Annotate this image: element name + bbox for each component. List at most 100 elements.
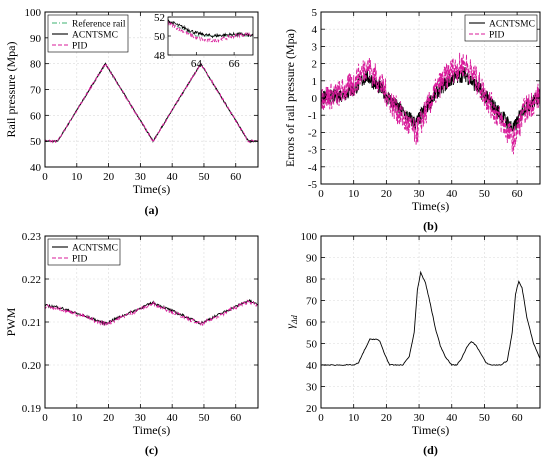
x-tick-label: 10 [348, 188, 360, 200]
y-tick-label: 0.22 [22, 274, 41, 286]
x-tick-label: 50 [479, 188, 491, 200]
y-tick-label: 40 [30, 162, 42, 174]
y-tick-label: 50 [306, 339, 318, 351]
y-tick-label: 1 [312, 76, 318, 88]
x-tick-label: 40 [167, 171, 179, 183]
x-tick-label: 10 [71, 412, 83, 424]
legend-label: PID [72, 255, 87, 265]
y-axis-label: γΔd [283, 314, 299, 328]
x-tick-label: 60 [512, 188, 524, 200]
x-tick-label: 0 [318, 188, 324, 200]
x-tick-label: 0 [42, 171, 48, 183]
subplot-caption: (d) [423, 443, 438, 457]
inset-y-tick-label: 52 [154, 12, 165, 24]
y-tick-label: 2 [312, 59, 318, 71]
x-tick-label: 0 [318, 412, 324, 424]
series-line-acntsmc [321, 67, 540, 132]
legend-label: PID [72, 42, 87, 52]
x-tick-label: 20 [103, 412, 115, 424]
y-tick-label: 80 [306, 274, 318, 286]
x-tick-label: 50 [479, 412, 491, 424]
y-tick-label: 90 [306, 253, 318, 265]
y-tick-label: 70 [306, 296, 318, 308]
subplot-b: 0 10 20 30 40 50 60 -5 -4 -3 -2 -1 0 1 2 3 4 5 Time(s) Erro… [283, 7, 541, 233]
inset-series-line [168, 21, 253, 44]
x-tick-label: 0 [42, 412, 48, 424]
y-tick-label: 90 [30, 33, 42, 45]
x-tick-label: 10 [348, 412, 360, 424]
x-tick-label: 40 [446, 188, 458, 200]
y-tick-label: 50 [30, 136, 42, 148]
x-tick-label: 50 [198, 412, 210, 424]
legend-box [464, 14, 538, 42]
y-axis-label-subscript: Δd [290, 314, 299, 325]
y-tick-label: -5 [308, 179, 318, 191]
subplot-d: 0 10 20 30 40 50 60 20 30 40 50 60 70 80 90 100 Time(s) γ… [283, 231, 541, 457]
y-tick-label: 0.21 [22, 317, 41, 329]
y-tick-label: 60 [30, 110, 42, 122]
y-tick-label: 5 [312, 7, 318, 19]
x-tick-label: 40 [167, 412, 179, 424]
x-tick-label: 20 [381, 188, 393, 200]
inset-y-tick-label: 50 [154, 31, 166, 43]
inset-x-tick-label: 66 [229, 58, 241, 70]
series-line-pid [321, 52, 540, 155]
subplot-caption: (c) [145, 443, 158, 457]
y-tick-label: 80 [30, 59, 42, 71]
x-tick-label: 30 [135, 412, 147, 424]
series-line-pid [45, 62, 258, 144]
y-tick-label: -2 [308, 127, 317, 139]
y-tick-label: 0.19 [22, 403, 42, 415]
series-line-acntsmc [45, 62, 258, 144]
legend-label: ACNTSMC [489, 20, 535, 30]
series-group [45, 62, 258, 144]
x-axis-label: Time(s) [412, 199, 450, 213]
legend-label: ACNTSMC [72, 31, 118, 41]
y-tick-label: 0.20 [22, 360, 42, 372]
x-tick-label: 30 [135, 171, 147, 183]
x-axis-label: Time(s) [412, 423, 450, 437]
series-line-pid [45, 299, 258, 327]
inset-x-tick-label: 64 [191, 58, 203, 70]
legend-box [47, 238, 121, 266]
series-line-main [321, 270, 540, 366]
y-tick-label: 3 [312, 41, 318, 53]
inset-series-group [168, 19, 253, 44]
series-group [321, 270, 540, 366]
subplot-caption: (a) [145, 203, 159, 217]
legend-label: Reference rail [72, 19, 126, 30]
x-tick-label: 40 [446, 412, 458, 424]
y-tick-label: 70 [30, 85, 42, 97]
inset: 64 66 48 50 52 [154, 12, 254, 70]
subplot-c: 0 10 20 30 40 50 60 0.19 0.20 0.21 0.22 0.23 Time(s)… [4, 231, 259, 457]
x-tick-label: 30 [414, 188, 426, 200]
subplot-caption: (b) [423, 219, 438, 233]
x-axis-label: Time(s) [133, 182, 171, 196]
inset-series-line [168, 21, 253, 37]
y-axis-label: Rail pressure (Mpa) [4, 42, 18, 138]
y-tick-label: -1 [308, 110, 317, 122]
y-tick-label: 100 [25, 7, 42, 19]
y-tick-label: 0.23 [22, 231, 42, 243]
y-tick-label: 40 [306, 360, 318, 372]
y-tick-label: 4 [312, 24, 318, 36]
y-axis-label: Errors of rail pressure (Mpa) [283, 29, 297, 167]
y-tick-label: -4 [308, 162, 318, 174]
x-tick-label: 20 [381, 412, 393, 424]
subplot-a: 0 10 20 30 40 50 60 40 50 60 70 80 90 100 Time(s) Rail … [4, 7, 259, 217]
x-tick-label: 20 [103, 171, 115, 183]
legend-label: ACNTSMC [72, 244, 118, 254]
y-tick-label: 20 [306, 403, 318, 415]
x-tick-label: 10 [71, 171, 83, 183]
series-group [321, 52, 540, 155]
series-group [45, 298, 258, 327]
y-tick-label: 30 [306, 382, 318, 394]
x-tick-label: 30 [414, 412, 426, 424]
x-tick-label: 60 [230, 412, 242, 424]
x-tick-label: 60 [230, 171, 242, 183]
x-axis-label: Time(s) [133, 423, 171, 437]
y-tick-label: 0 [312, 93, 318, 105]
